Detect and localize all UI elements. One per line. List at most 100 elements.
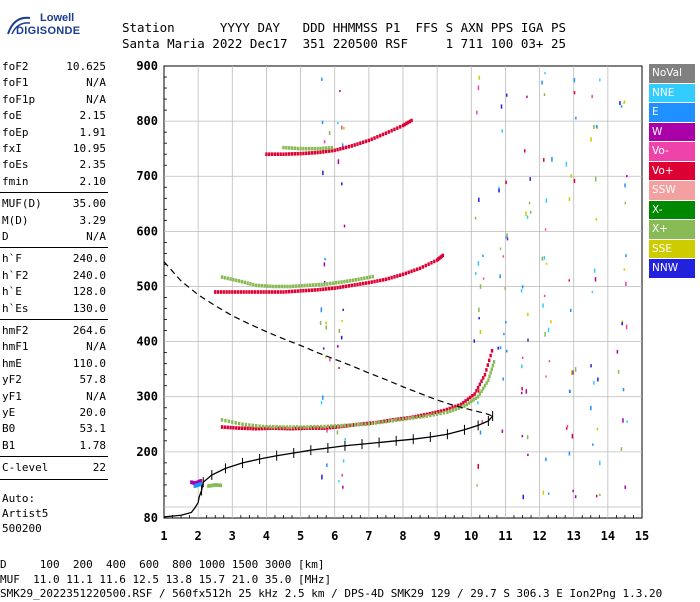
noise-point — [573, 178, 576, 183]
legend-item: Vo- — [649, 142, 695, 161]
noise-point — [594, 277, 597, 282]
param-value: 110.0 — [72, 356, 106, 370]
echo-point — [299, 151, 302, 156]
x-tick-label: 5 — [297, 529, 304, 543]
echo-point — [291, 284, 295, 289]
echo-point — [279, 290, 282, 294]
x-tick-label: 11 — [498, 529, 512, 543]
echo-point — [289, 284, 292, 289]
noise-point — [501, 429, 504, 433]
echo-point — [393, 275, 396, 279]
echo-point — [305, 146, 308, 151]
noise-point — [477, 389, 480, 393]
echo-point — [348, 423, 352, 428]
echo-point — [292, 425, 295, 429]
legend-item: E — [649, 103, 695, 122]
x-tick-label: 7 — [365, 529, 372, 543]
noise-point — [529, 210, 532, 214]
echo-point — [302, 146, 305, 151]
echo-point — [305, 288, 308, 293]
y-tick-label: 700 — [136, 169, 158, 183]
noise-point — [596, 427, 599, 431]
echo-point — [379, 278, 382, 283]
param-separator — [0, 478, 108, 480]
x-tick-label: 13 — [566, 529, 580, 543]
noise-point — [477, 85, 480, 91]
echo-point — [245, 290, 248, 294]
param-key: yF1 — [2, 389, 22, 403]
echo-point — [442, 411, 446, 415]
noise-point — [499, 274, 501, 279]
noise-point — [570, 370, 573, 375]
echo-point — [398, 417, 401, 422]
noise-point — [321, 474, 323, 480]
noise-point — [342, 308, 344, 311]
echo-point — [235, 278, 238, 283]
noise-point — [526, 215, 529, 219]
echo-point — [489, 353, 492, 358]
echo-point — [485, 381, 488, 385]
noise-point — [477, 401, 479, 405]
noise-point — [500, 104, 503, 109]
noise-point — [323, 140, 326, 144]
echo-point — [260, 426, 264, 431]
noise-point — [320, 400, 323, 405]
param-value: 2.15 — [79, 109, 107, 123]
echo-point — [272, 284, 275, 289]
echo-point — [357, 277, 360, 282]
echo-point — [487, 378, 490, 382]
echo-point — [226, 276, 229, 281]
noise-point — [597, 377, 599, 382]
echo-point — [406, 120, 410, 125]
echo-point — [471, 393, 474, 398]
echo-point — [486, 363, 489, 367]
echo-point — [430, 260, 433, 265]
echo-point — [418, 415, 422, 419]
noise-point — [476, 484, 478, 487]
noise-point — [338, 480, 340, 483]
noise-point — [478, 307, 480, 313]
echo-point — [421, 265, 425, 269]
param-row: B1 1.78 — [2, 439, 106, 453]
noise-point — [338, 366, 340, 369]
echo-point — [339, 285, 342, 290]
echo-point — [448, 406, 451, 411]
echo-point — [433, 259, 436, 264]
param-value: 20.0 — [79, 406, 107, 419]
noise-point — [476, 110, 478, 115]
echo-point — [313, 146, 316, 151]
noise-point — [328, 130, 331, 136]
noise-point — [545, 262, 548, 265]
echo-point — [456, 403, 460, 408]
x-tick-label: 12 — [532, 529, 546, 543]
echo-point — [334, 281, 338, 285]
echo-point — [324, 149, 328, 154]
echo-point — [314, 283, 318, 287]
echo-point — [492, 360, 496, 364]
param-value: N/A — [86, 389, 106, 403]
echo-point — [303, 283, 306, 288]
param-key: B1 — [2, 438, 16, 452]
noise-point — [565, 161, 568, 167]
echo-point — [371, 274, 375, 279]
echo-point — [427, 262, 430, 266]
noise-point — [341, 319, 343, 322]
echo-point — [225, 290, 228, 294]
param-key: hmE — [2, 356, 22, 370]
echo-point — [302, 151, 305, 156]
noise-point — [343, 224, 346, 228]
param-row: C-level 22 — [2, 461, 106, 475]
echo-point — [459, 402, 463, 407]
noise-point — [568, 389, 571, 393]
noise-point — [520, 364, 523, 369]
echo-point — [248, 290, 251, 294]
echo-point — [387, 276, 390, 281]
noise-point — [475, 271, 477, 275]
noise-point — [482, 254, 484, 257]
param-key: h`Es — [2, 301, 29, 315]
echo-point — [285, 425, 289, 429]
echo-point — [293, 289, 297, 294]
noise-point — [477, 463, 480, 469]
noise-point — [623, 268, 626, 271]
